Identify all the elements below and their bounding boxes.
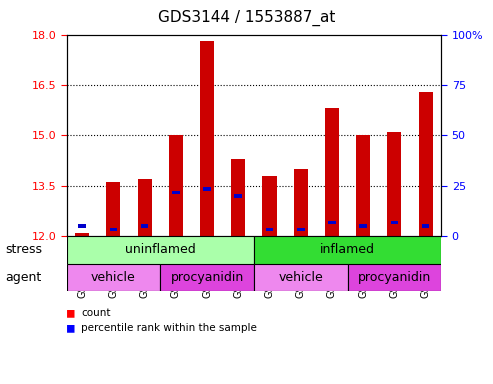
Text: GDS3144 / 1553887_at: GDS3144 / 1553887_at (158, 10, 335, 26)
Text: agent: agent (5, 271, 41, 284)
Bar (75, 233, 89, 236)
Bar (200, 41, 214, 236)
Bar (234, 194, 242, 197)
Text: count: count (81, 308, 111, 318)
Bar (78, 224, 86, 228)
Bar (390, 221, 398, 224)
Bar (422, 224, 429, 228)
Text: procyanidin: procyanidin (171, 271, 244, 284)
Bar (328, 221, 336, 224)
Bar (297, 228, 305, 231)
Bar (141, 224, 148, 228)
Text: vehicle: vehicle (279, 271, 323, 284)
Bar (325, 109, 339, 236)
Bar (160, 264, 254, 291)
Bar (348, 264, 441, 291)
Bar (231, 159, 246, 236)
Bar (106, 182, 120, 236)
Bar (254, 264, 348, 291)
Bar (294, 169, 308, 236)
Bar (262, 176, 277, 236)
Text: uninflamed: uninflamed (125, 243, 196, 257)
Text: procyanidin: procyanidin (358, 271, 431, 284)
Bar (203, 187, 211, 191)
Bar (67, 236, 254, 264)
Bar (172, 191, 180, 194)
Bar (109, 228, 117, 231)
Text: ■: ■ (67, 306, 74, 319)
Bar (169, 136, 183, 236)
Text: vehicle: vehicle (91, 271, 136, 284)
Text: inflamed: inflamed (320, 243, 375, 257)
Bar (138, 179, 152, 236)
Bar (67, 264, 160, 291)
Text: ■: ■ (67, 321, 74, 334)
Bar (359, 224, 367, 228)
Bar (254, 236, 441, 264)
Text: percentile rank within the sample: percentile rank within the sample (81, 323, 257, 333)
Bar (356, 136, 370, 236)
Text: stress: stress (5, 243, 42, 257)
Bar (419, 92, 433, 236)
Bar (266, 228, 274, 231)
Bar (387, 132, 401, 236)
